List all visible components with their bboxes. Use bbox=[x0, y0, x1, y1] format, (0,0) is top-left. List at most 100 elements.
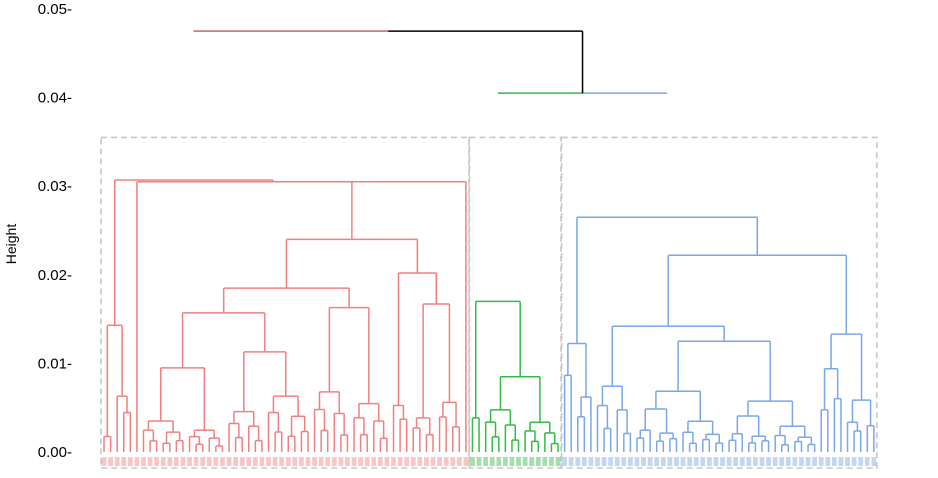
leaf-label-112 bbox=[838, 457, 844, 466]
leaf-label-5 bbox=[134, 457, 140, 466]
leaf-label-108 bbox=[812, 457, 818, 466]
cluster-rects bbox=[100, 136, 878, 469]
leaf-label-7 bbox=[147, 457, 153, 466]
leaf-label-8 bbox=[154, 457, 160, 466]
leaf-label-103 bbox=[779, 457, 785, 466]
leaf-label-53 bbox=[450, 457, 456, 466]
leaf-label-26 bbox=[272, 457, 278, 466]
leaf-label-55 bbox=[463, 457, 469, 466]
leaf-label-13 bbox=[187, 457, 192, 466]
leaf-label-0 bbox=[101, 457, 107, 466]
leaf-label-97 bbox=[739, 457, 745, 466]
leaf-label-40 bbox=[364, 457, 370, 466]
leaf-label-102 bbox=[772, 457, 778, 466]
leaf-label-69 bbox=[555, 457, 561, 466]
leaf-label-56 bbox=[470, 457, 475, 466]
leaf-label-15 bbox=[200, 457, 206, 466]
leaf-label-113 bbox=[845, 457, 850, 466]
leaf-label-84 bbox=[654, 457, 660, 466]
leaf-label-100 bbox=[759, 457, 765, 466]
leaf-label-58 bbox=[483, 457, 489, 466]
leaf-label-36 bbox=[338, 457, 344, 466]
leaf-label-14 bbox=[193, 457, 199, 466]
leaf-label-68 bbox=[549, 457, 554, 466]
leaf-label-86 bbox=[667, 457, 673, 466]
y-axis-title: Height bbox=[3, 224, 19, 265]
leaf-label-38 bbox=[351, 457, 357, 466]
y-tick-label-5: 0.05- bbox=[38, 1, 72, 18]
leaf-label-85 bbox=[660, 457, 666, 466]
leaf-label-6 bbox=[141, 457, 146, 466]
y-tick-label-0: 0.00- bbox=[38, 444, 72, 461]
leaf-label-99 bbox=[753, 457, 758, 466]
leaf-label-73 bbox=[581, 457, 587, 466]
cluster-rect-3 bbox=[560, 136, 878, 469]
leaf-label-72 bbox=[575, 457, 581, 466]
leaf-label-91 bbox=[700, 457, 706, 466]
leaf-label-46 bbox=[404, 457, 410, 466]
leaf-label-29 bbox=[292, 457, 298, 466]
leaf-label-2 bbox=[114, 457, 120, 466]
leaf-label-47 bbox=[410, 457, 416, 466]
leaf-label-83 bbox=[647, 457, 653, 466]
leaf-label-90 bbox=[693, 457, 699, 466]
leaf-label-92 bbox=[706, 457, 712, 466]
y-axis: 0.00- 0.01- 0.02- 0.03- 0.04- 0.05- bbox=[38, 1, 72, 461]
leaf-label-65 bbox=[529, 457, 535, 466]
leaf-label-44 bbox=[391, 457, 396, 466]
y-tick-label-4: 0.04- bbox=[38, 90, 72, 107]
leaf-label-74 bbox=[588, 457, 594, 466]
leaf-label-77 bbox=[608, 457, 614, 466]
leaf-label-11 bbox=[173, 457, 179, 466]
leaf-label-93 bbox=[713, 457, 719, 466]
leaf-label-45 bbox=[397, 457, 403, 466]
leaf-label-71 bbox=[568, 457, 574, 466]
leaf-label-41 bbox=[371, 457, 377, 466]
leaf-label-43 bbox=[384, 457, 390, 466]
cluster-rect-1 bbox=[100, 136, 470, 469]
leaf-label-27 bbox=[279, 457, 285, 466]
leaf-label-115 bbox=[858, 457, 864, 466]
leaf-label-16 bbox=[206, 457, 212, 466]
leaf-label-89 bbox=[687, 457, 693, 466]
leaf-label-111 bbox=[831, 457, 837, 466]
leaf-label-95 bbox=[726, 457, 732, 466]
leaf-label-70 bbox=[562, 457, 567, 466]
cluster-rect-2 bbox=[468, 136, 562, 469]
leaf-label-49 bbox=[424, 457, 429, 466]
leaf-label-1 bbox=[108, 457, 113, 466]
leaf-label-96 bbox=[733, 457, 739, 466]
leaf-label-80 bbox=[628, 457, 633, 466]
leaf-label-10 bbox=[167, 457, 173, 466]
leaf-label-18 bbox=[220, 457, 225, 466]
leaf-label-101 bbox=[766, 457, 771, 466]
leaf-labels bbox=[101, 457, 877, 466]
leaf-label-94 bbox=[720, 457, 725, 466]
leaf-label-78 bbox=[614, 457, 620, 466]
leaf-label-63 bbox=[516, 457, 521, 466]
leaf-label-34 bbox=[325, 457, 331, 466]
leaf-label-110 bbox=[825, 457, 831, 466]
leaf-label-88 bbox=[680, 457, 686, 466]
leaf-label-30 bbox=[299, 457, 304, 466]
leaf-label-20 bbox=[233, 457, 238, 466]
leaf-label-31 bbox=[305, 457, 311, 466]
leaf-label-62 bbox=[509, 457, 515, 466]
leaf-label-12 bbox=[180, 457, 186, 466]
leaf-label-66 bbox=[535, 457, 541, 466]
leaf-label-9 bbox=[160, 457, 166, 466]
leaf-label-23 bbox=[252, 457, 258, 466]
leaf-label-79 bbox=[621, 457, 627, 466]
leaf-label-76 bbox=[601, 457, 607, 466]
leaf-label-32 bbox=[312, 457, 317, 466]
leaf-label-42 bbox=[377, 457, 383, 466]
leaf-label-24 bbox=[259, 457, 265, 466]
leaf-label-87 bbox=[674, 457, 679, 466]
leaf-label-61 bbox=[502, 457, 508, 466]
leaf-label-54 bbox=[456, 457, 462, 466]
leaf-label-48 bbox=[417, 457, 423, 466]
leaf-label-52 bbox=[443, 457, 449, 466]
leaf-label-51 bbox=[437, 457, 442, 466]
y-tick-label-3: 0.03- bbox=[38, 178, 72, 195]
